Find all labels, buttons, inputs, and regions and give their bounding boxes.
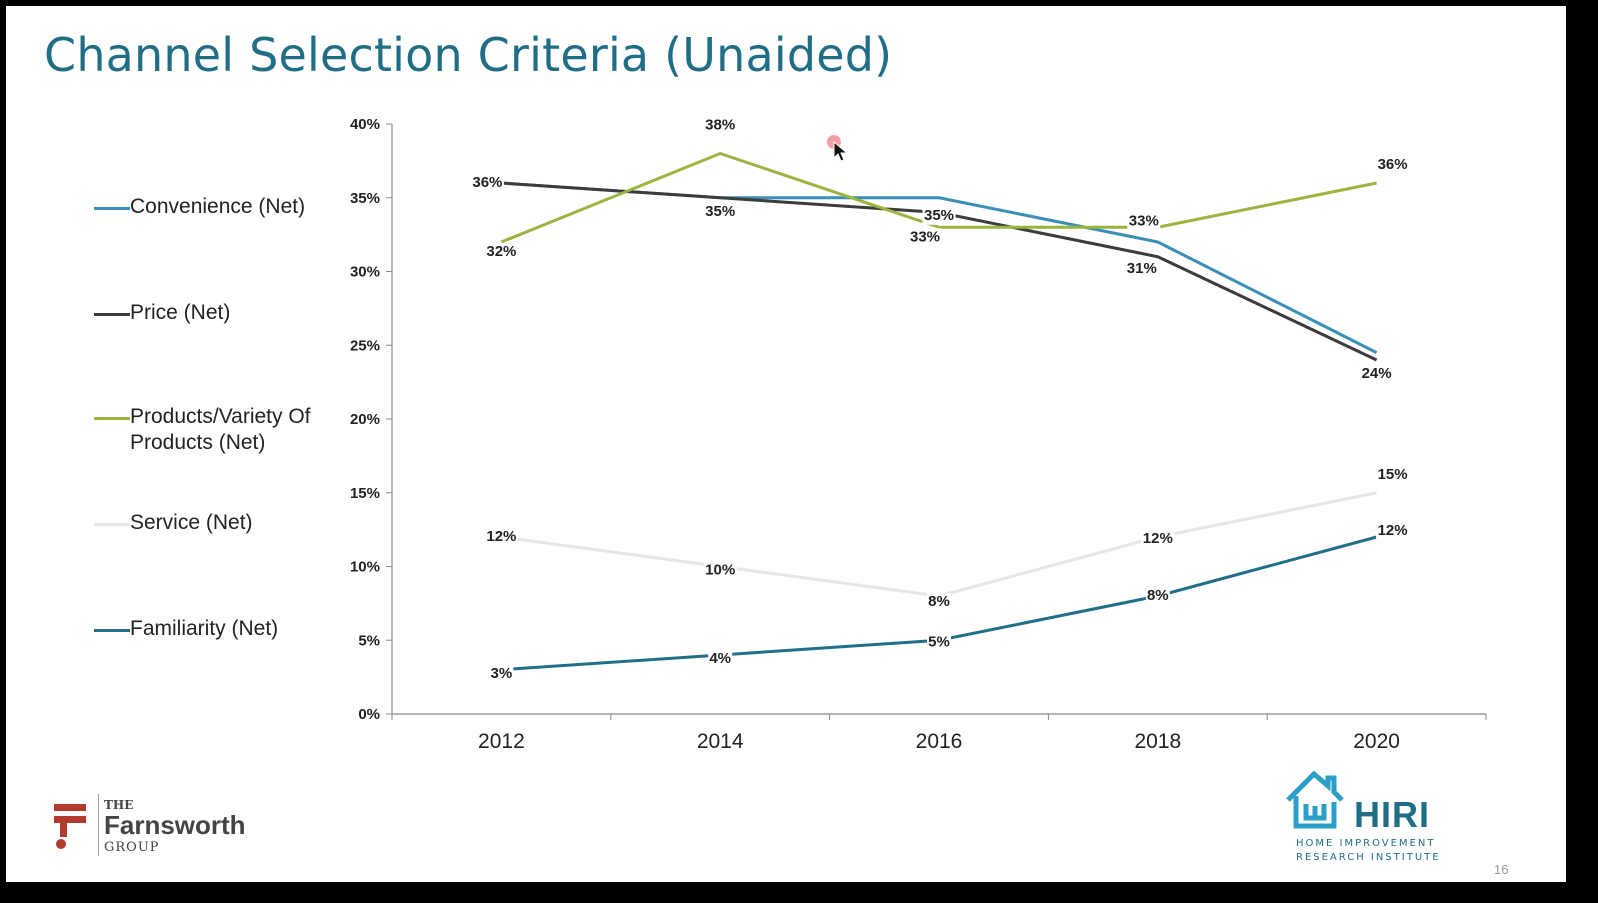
legend-item-products: Products/Variety Of Products (Net) bbox=[94, 404, 340, 456]
legend-label: Familiarity (Net) bbox=[130, 617, 279, 640]
series-line-2 bbox=[500, 152, 1377, 244]
data-label: 36% bbox=[1378, 156, 1408, 173]
logo-name: Farnsworth bbox=[104, 810, 246, 840]
legend-item-familiarity: Familiarity (Net) bbox=[94, 616, 278, 642]
data-label-bg bbox=[703, 202, 737, 221]
data-label: 36% bbox=[472, 174, 502, 191]
legend-item-service: Service (Net) bbox=[94, 510, 253, 536]
house-icon bbox=[1286, 770, 1344, 829]
data-label: 10% bbox=[705, 562, 735, 579]
logo-the: THE bbox=[104, 798, 134, 812]
logo-group: GROUP bbox=[104, 840, 160, 855]
mouse-cursor-icon bbox=[827, 135, 849, 162]
x-tick-label: 2020 bbox=[1353, 730, 1400, 753]
legend-label: Price (Net) bbox=[130, 301, 231, 324]
data-label-bg bbox=[703, 116, 737, 135]
x-tick-label: 2018 bbox=[1134, 730, 1181, 753]
data-label: 8% bbox=[1147, 587, 1169, 604]
data-label-bg bbox=[1141, 530, 1175, 548]
data-label-bg bbox=[908, 228, 942, 247]
data-label: 24% bbox=[1362, 365, 1392, 382]
data-label: 8% bbox=[928, 593, 950, 610]
x-tick-label: 2014 bbox=[697, 730, 744, 753]
y-tick-label: 25% bbox=[350, 337, 380, 354]
legend-label: Products/Variety Of Products (Net) bbox=[130, 405, 311, 454]
data-label-bg bbox=[927, 593, 951, 611]
data-label: 38% bbox=[705, 117, 735, 134]
data-label: 12% bbox=[1378, 522, 1408, 539]
farnsworth-logo: THE Farnsworth GROUP bbox=[52, 794, 292, 864]
y-tick-label: 40% bbox=[350, 116, 380, 133]
data-label-bg bbox=[1376, 156, 1410, 174]
data-label-bg bbox=[470, 174, 504, 192]
data-label-bg bbox=[1376, 522, 1410, 540]
y-tick-label: 30% bbox=[350, 264, 380, 281]
data-label: 12% bbox=[486, 528, 516, 545]
page-number: 16 bbox=[1494, 862, 1509, 877]
hiri-subtitle-2: RESEARCH INSTITUTE bbox=[1296, 852, 1441, 863]
legend-swatch bbox=[94, 417, 130, 420]
data-label-bg bbox=[484, 528, 518, 546]
legend-swatch bbox=[94, 207, 130, 210]
data-label-bg bbox=[1376, 465, 1410, 484]
legend-label: Service (Net) bbox=[130, 511, 253, 534]
hiri-logo: HIRI HOME IMPROVEMENT RESEARCH INSTITUTE bbox=[1284, 766, 1454, 866]
data-label: 4% bbox=[709, 650, 731, 667]
y-tick-label: 20% bbox=[350, 411, 380, 428]
series-line-3 bbox=[501, 491, 1377, 598]
y-tick-label: 35% bbox=[350, 190, 380, 207]
legend-label: Convenience (Net) bbox=[130, 195, 306, 218]
data-label: 35% bbox=[705, 203, 735, 220]
data-label-bg bbox=[1360, 365, 1394, 383]
data-label-bg bbox=[703, 561, 737, 580]
data-label-bg bbox=[1127, 212, 1161, 231]
y-tick-label: 5% bbox=[358, 632, 380, 649]
data-label: 5% bbox=[928, 633, 950, 650]
y-tick-label: 0% bbox=[358, 706, 380, 723]
hiri-name: HIRI bbox=[1354, 794, 1430, 835]
data-label: 33% bbox=[1129, 212, 1159, 229]
data-label: 3% bbox=[491, 665, 513, 682]
y-tick-label: 10% bbox=[350, 559, 380, 576]
hiri-subtitle-1: HOME IMPROVEMENT bbox=[1296, 838, 1436, 849]
legend-item-price: Price (Net) bbox=[94, 300, 230, 326]
legend-swatch bbox=[94, 313, 130, 316]
data-label: 33% bbox=[910, 228, 940, 245]
chart-legend: Convenience (Net) Price (Net) Products/V… bbox=[94, 6, 354, 882]
data-label-bg bbox=[708, 650, 733, 668]
x-tick-label: 2012 bbox=[478, 730, 525, 753]
data-label-bg bbox=[1145, 587, 1170, 605]
data-label: 35% bbox=[924, 207, 954, 224]
legend-swatch bbox=[94, 629, 130, 632]
data-label: 32% bbox=[486, 243, 516, 260]
slide: Channel Selection Criteria (Unaided) Con… bbox=[6, 6, 1566, 882]
logo-divider bbox=[98, 794, 99, 856]
data-label-bg bbox=[1125, 259, 1159, 278]
x-tick-label: 2016 bbox=[916, 730, 963, 753]
page-title: Channel Selection Criteria (Unaided) bbox=[44, 28, 893, 82]
data-label-bg bbox=[927, 633, 951, 652]
data-label-bg bbox=[922, 206, 956, 225]
data-label: 31% bbox=[1127, 260, 1157, 277]
farnsworth-mark-icon bbox=[54, 804, 86, 849]
data-label-bg bbox=[489, 664, 514, 683]
data-label: 15% bbox=[1378, 466, 1408, 483]
legend-swatch bbox=[94, 523, 130, 526]
y-tick-label: 15% bbox=[350, 485, 380, 502]
data-label: 12% bbox=[1143, 530, 1173, 547]
data-label-bg bbox=[484, 243, 518, 261]
legend-item-convenience: Convenience (Net) bbox=[94, 194, 305, 220]
line-chart: 0% 5% 10% 15% 20% 25% 30% 35% 40% 2012 2014 2016 201… bbox=[350, 116, 1487, 753]
